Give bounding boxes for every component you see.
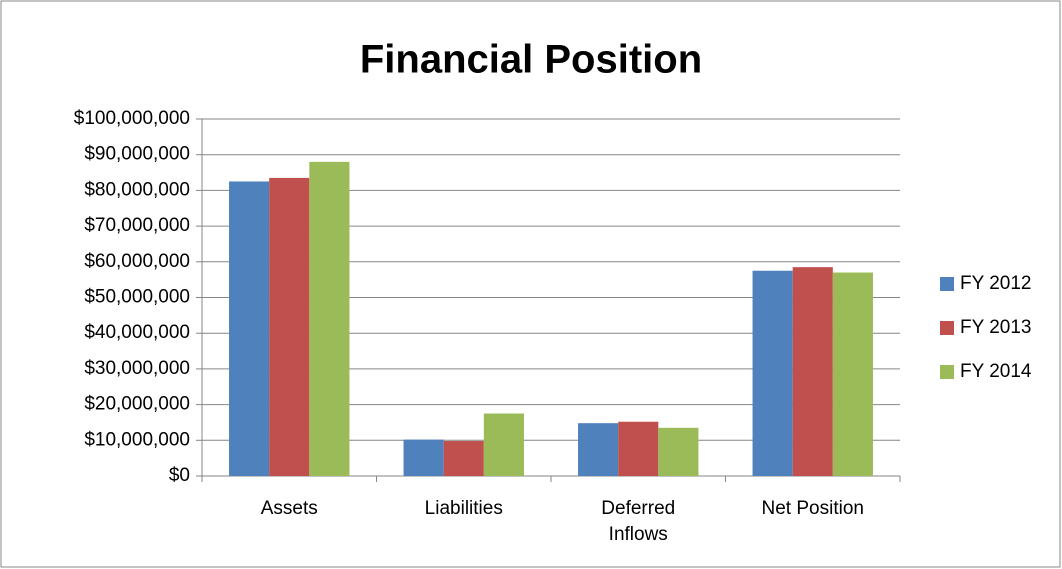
bar [483, 413, 524, 476]
bar [832, 272, 873, 476]
legend-swatch [940, 365, 954, 379]
y-tick-label: $40,000,000 [84, 322, 190, 343]
bar [403, 439, 444, 476]
bar [752, 270, 793, 476]
y-tick-label: $70,000,000 [84, 215, 190, 236]
bar [658, 427, 699, 476]
bar [269, 177, 310, 476]
y-tick-label: $10,000,000 [84, 429, 190, 450]
legend-label: FY 2012 [960, 273, 1031, 294]
y-tick-label: $100,000,000 [74, 108, 190, 129]
x-tick-label: Net Position [761, 498, 864, 519]
y-tick-label: $60,000,000 [84, 251, 190, 272]
legend-label: FY 2014 [960, 361, 1032, 382]
y-tick-label: $50,000,000 [84, 287, 190, 308]
y-tick-label: $0 [169, 465, 190, 486]
y-tick-label: $90,000,000 [84, 144, 190, 165]
bar [792, 267, 833, 476]
chart-title: Financial Position [360, 38, 702, 82]
bar [443, 441, 484, 476]
bar [309, 161, 350, 476]
x-tick-label: Liabilities [424, 498, 503, 519]
x-tick-label: Assets [260, 498, 318, 519]
bar [578, 423, 619, 476]
legend-swatch [940, 321, 954, 335]
bar [618, 421, 659, 476]
y-tick-label: $20,000,000 [84, 394, 190, 415]
legend-swatch [940, 277, 954, 291]
x-tick-label: Deferred Inflows [601, 498, 676, 545]
legend-label: FY 2013 [960, 317, 1031, 338]
y-tick-label: $80,000,000 [84, 179, 190, 200]
bar [229, 181, 270, 476]
y-tick-label: $30,000,000 [84, 358, 190, 379]
